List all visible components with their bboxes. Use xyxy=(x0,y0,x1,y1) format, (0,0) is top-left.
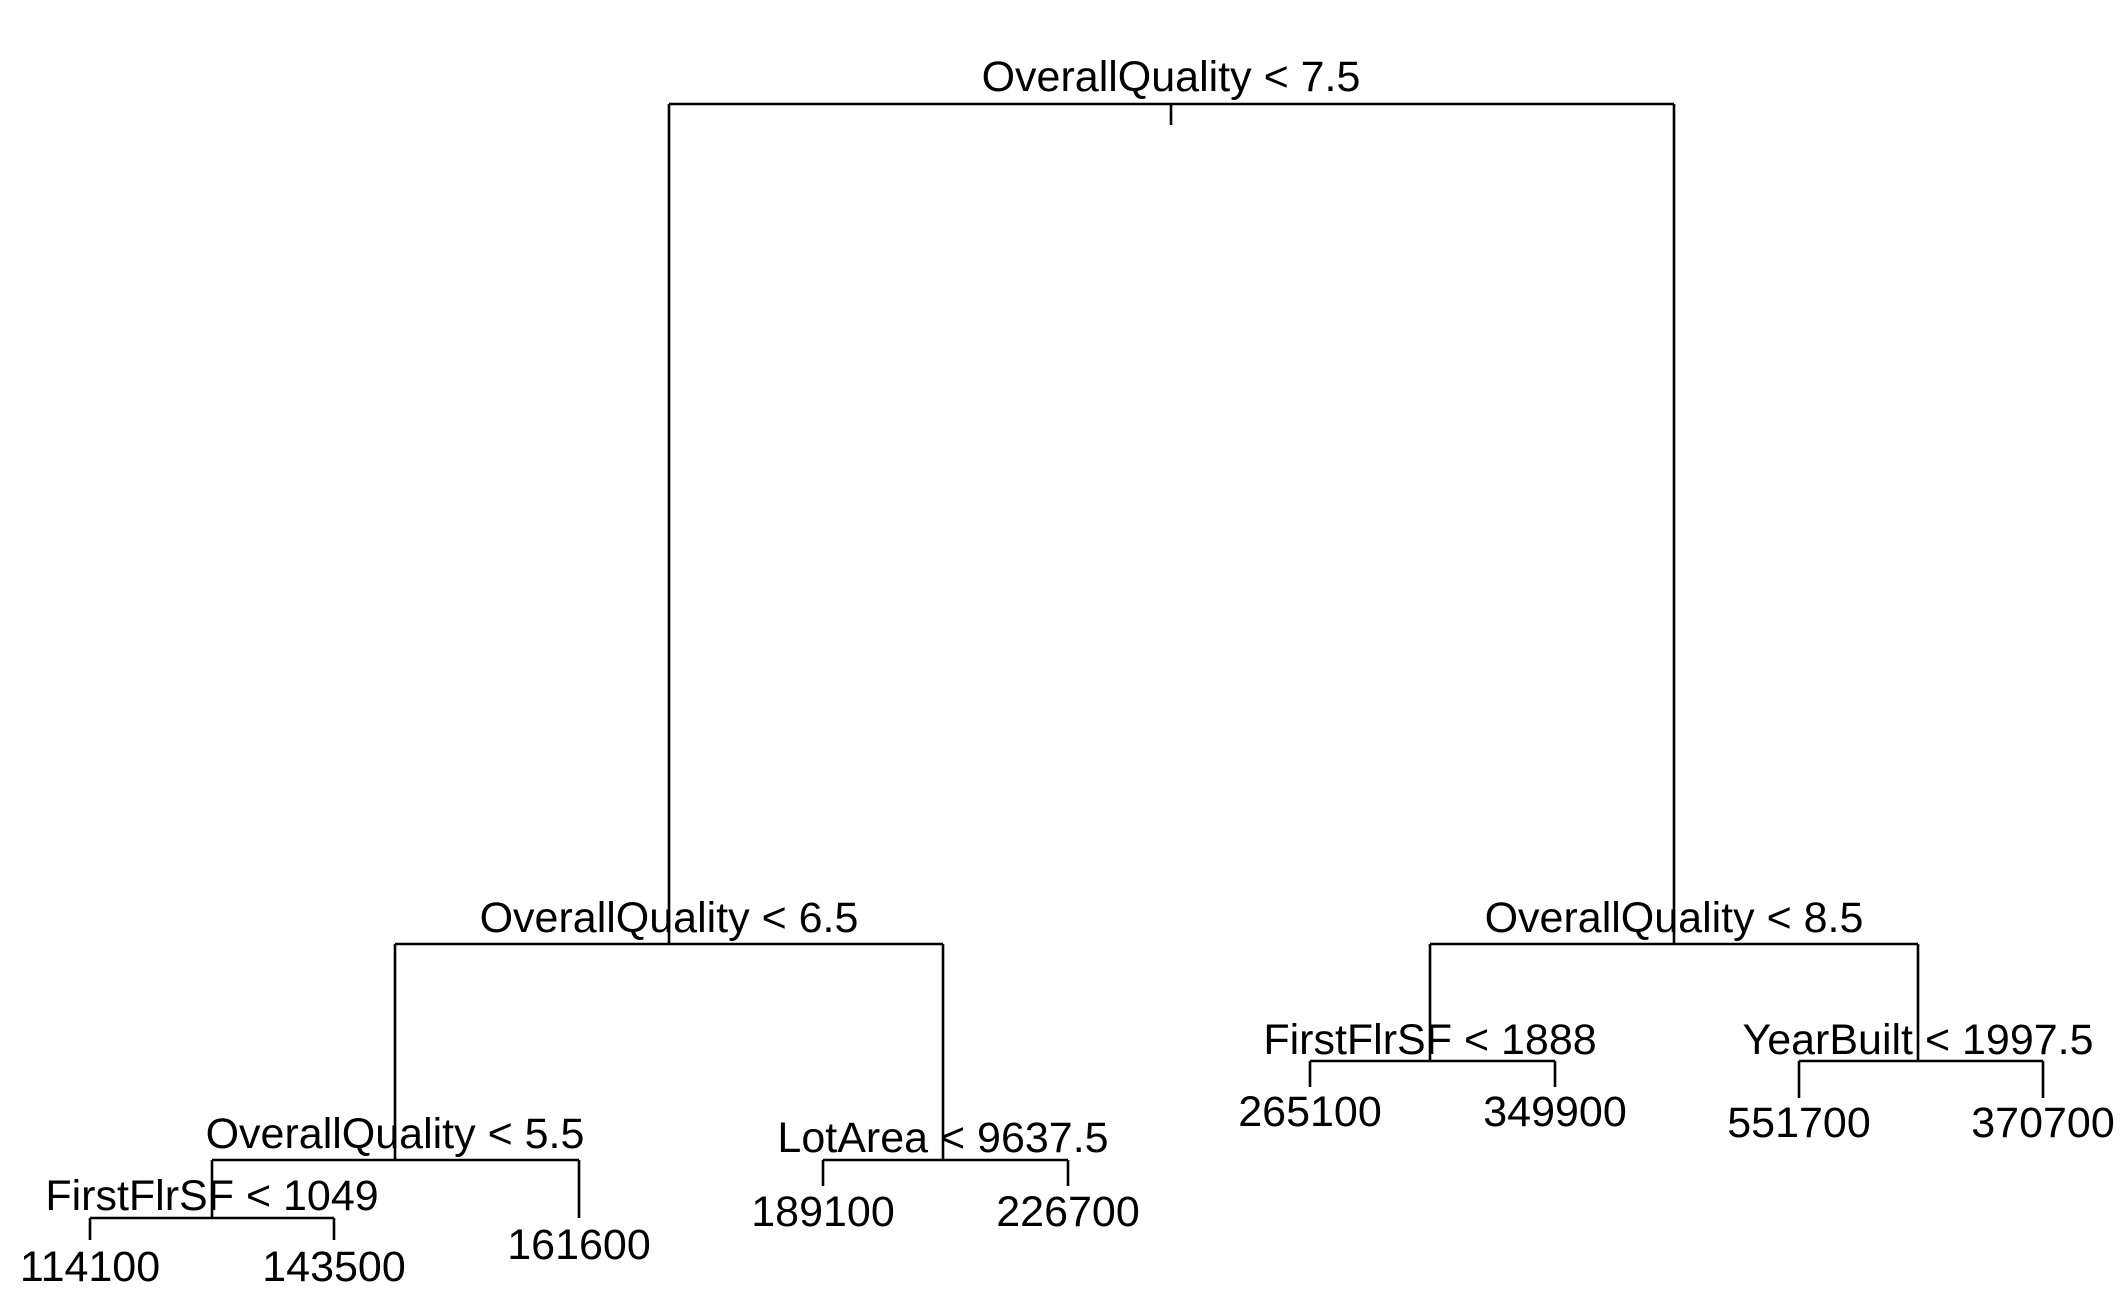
lll-split-label: FirstFlrSF < 1049 xyxy=(45,1172,378,1220)
leaf-value-rll: 265100 xyxy=(1238,1088,1382,1136)
rl-split-label: FirstFlrSF < 1888 xyxy=(1263,1016,1596,1064)
split-node-right-left: FirstFlrSF < 1888 xyxy=(1263,1016,1597,1087)
right-split-label: OverallQuality < 8.5 xyxy=(1485,894,1864,942)
leaf-value-lrl: 189100 xyxy=(751,1188,895,1236)
leaf-value-rlr: 349900 xyxy=(1483,1088,1627,1136)
lr-split-label: LotArea < 9637.5 xyxy=(777,1114,1108,1162)
ll-split-label: OverallQuality < 5.5 xyxy=(206,1110,585,1158)
root-split-label: OverallQuality < 7.5 xyxy=(982,53,1361,101)
left-split-label: OverallQuality < 6.5 xyxy=(480,894,859,942)
rr-split-label: YearBuilt < 1997.5 xyxy=(1742,1016,2093,1064)
split-node-right-right: YearBuilt < 1997.5 xyxy=(1742,1016,2094,1098)
split-node-root: OverallQuality < 7.5 xyxy=(667,53,1676,944)
leaf-value-lllr: 143500 xyxy=(262,1243,406,1291)
split-node-left-left: OverallQuality < 5.5 xyxy=(206,1110,585,1218)
split-node-left: OverallQuality < 6.5 xyxy=(393,894,945,1160)
leaf-value-rrr: 370700 xyxy=(1971,1099,2115,1147)
leaf-value-llll: 114100 xyxy=(20,1243,160,1291)
leaf-values: 114100 143500 161600 189100 226700 26510… xyxy=(20,1088,2115,1291)
leaf-value-rrl: 551700 xyxy=(1727,1099,1871,1147)
leaf-value-lrr: 226700 xyxy=(996,1188,1140,1236)
split-node-right: OverallQuality < 8.5 xyxy=(1428,894,1920,1061)
split-node-left-right: LotArea < 9637.5 xyxy=(777,1114,1109,1186)
leaf-value-llr: 161600 xyxy=(507,1221,651,1269)
split-node-left-left-left: FirstFlrSF < 1049 xyxy=(45,1172,379,1240)
